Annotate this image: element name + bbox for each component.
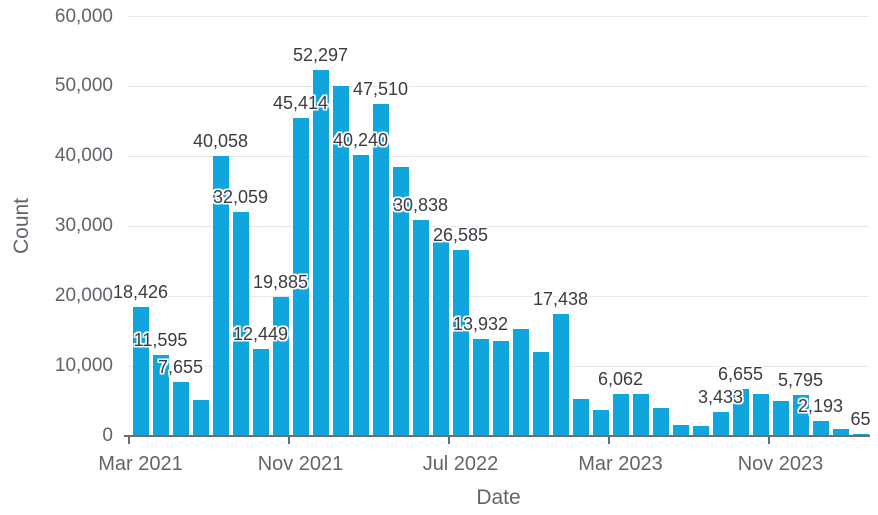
bar[interactable]: [252, 348, 269, 436]
bar[interactable]: [352, 154, 369, 436]
y-axis-title: Count: [10, 198, 33, 255]
bar-value-label: 6,062: [597, 368, 644, 389]
bar[interactable]: [792, 395, 809, 436]
bar-value-label: 65: [850, 409, 871, 429]
bar[interactable]: [732, 389, 749, 436]
bar[interactable]: [512, 328, 529, 436]
bar[interactable]: [492, 341, 509, 436]
bar[interactable]: [432, 240, 449, 436]
bar-value-label: 5,795: [777, 370, 824, 391]
bar[interactable]: [212, 155, 229, 436]
gridline: [128, 295, 869, 297]
bar-value-label: 26,585: [432, 225, 489, 246]
bar-value-label: 6,655: [717, 364, 764, 385]
x-tick-label: Nov 2021: [257, 453, 344, 475]
bar-value-label: 18,426: [112, 282, 169, 303]
x-tick-mark: [448, 436, 450, 444]
bar[interactable]: [172, 382, 189, 436]
bar[interactable]: [372, 103, 389, 436]
bar[interactable]: [832, 429, 849, 436]
bar-value-label: 30,838: [392, 195, 449, 216]
x-tick-label: Mar 2023: [578, 453, 663, 475]
bar[interactable]: [692, 425, 709, 436]
bar[interactable]: [572, 398, 589, 436]
y-tick-label: 30,000: [54, 215, 113, 237]
bar[interactable]: [232, 211, 249, 436]
bar[interactable]: [152, 354, 169, 436]
x-tick-mark: [128, 436, 130, 444]
bar-value-label: 2,193: [797, 395, 844, 416]
bar[interactable]: [652, 408, 669, 436]
x-axis-title: Date: [476, 486, 521, 509]
bar-value-label: 32,059: [212, 186, 269, 207]
bar[interactable]: [632, 394, 649, 436]
bar[interactable]: [452, 250, 469, 436]
bar[interactable]: [392, 166, 409, 436]
bar[interactable]: [412, 220, 429, 436]
gridline: [128, 16, 869, 17]
y-tick-label: 10,000: [54, 355, 113, 377]
bar[interactable]: [332, 86, 349, 436]
bar[interactable]: [592, 410, 609, 436]
bar[interactable]: [532, 352, 549, 436]
bar-value-label: 12,449: [232, 323, 289, 344]
gridline: [128, 155, 869, 157]
x-tick-label: Nov 2023: [737, 453, 824, 475]
bar[interactable]: [612, 393, 629, 436]
bar[interactable]: [552, 314, 569, 436]
bar-value-label: 45,414: [272, 93, 329, 114]
bar-value-label: 17,438: [532, 289, 589, 310]
bar-value-label: 11,595: [133, 329, 188, 350]
bar[interactable]: [812, 420, 829, 436]
x-tick-label: Jul 2022: [422, 453, 499, 475]
bar[interactable]: [752, 394, 769, 436]
gridline: [128, 85, 869, 87]
bar-value-label: 40,240: [332, 129, 389, 150]
bar-value-label: 3,433: [697, 386, 744, 407]
bar-value-label: 19,885: [252, 271, 309, 292]
bar[interactable]: [132, 307, 149, 436]
bar[interactable]: [292, 118, 309, 436]
y-tick-label: 0: [102, 425, 113, 446]
y-tick-label: 50,000: [54, 75, 113, 97]
y-tick-label: 60,000: [54, 5, 113, 27]
bar[interactable]: [272, 296, 289, 436]
bar[interactable]: [312, 70, 329, 436]
bar[interactable]: [192, 399, 209, 436]
bar-value-label: 47,510: [352, 78, 409, 99]
bar[interactable]: [712, 411, 729, 436]
bar-value-label: 40,058: [192, 130, 249, 151]
x-tick-mark: [608, 436, 610, 444]
bar[interactable]: [772, 401, 789, 436]
x-tick-mark: [768, 436, 770, 444]
x-tick-label: Mar 2021: [98, 453, 183, 475]
bar[interactable]: [472, 338, 489, 436]
bar-value-label: 7,655: [157, 357, 204, 378]
bar-value-label: 13,932: [452, 313, 509, 334]
y-tick-label: 40,000: [54, 145, 113, 167]
y-tick-label: 20,000: [54, 285, 113, 307]
bar[interactable]: [672, 424, 689, 436]
gridline: [128, 225, 869, 227]
bar-value-label: 52,297: [292, 45, 349, 66]
x-tick-mark: [288, 436, 290, 444]
x-axis-line: [124, 435, 870, 437]
